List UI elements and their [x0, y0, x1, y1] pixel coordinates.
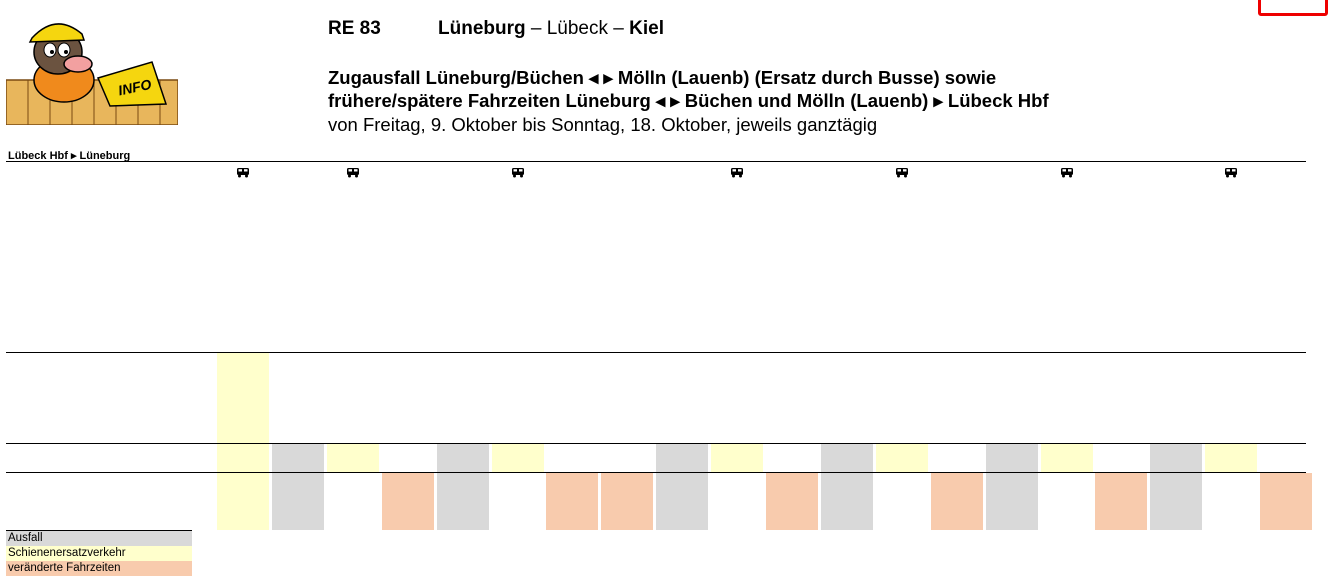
route-to: Kiel	[629, 18, 664, 39]
bus-icon	[511, 167, 525, 178]
changed-times-shade	[546, 473, 599, 530]
table-rule	[6, 472, 1306, 473]
mascot-info-label: INFO	[117, 76, 153, 99]
changed-times-shade	[601, 473, 654, 530]
bus-column-shade	[217, 352, 269, 530]
changed-times-shade	[381, 473, 434, 530]
notice-title-line2: frühere/spätere Fahrzeiten Lüneburg ◂ ▸ …	[328, 90, 1049, 111]
changed-times-shade	[1095, 473, 1148, 530]
cancelled-section-shade	[985, 444, 1038, 530]
bus-icon	[1224, 167, 1238, 178]
db-logo	[1258, 0, 1328, 16]
table-rule	[6, 161, 1306, 162]
legend-item: Schienenersatzverkehr	[6, 546, 192, 561]
legend-item: veränderte Fahrzeiten	[6, 561, 192, 576]
bus-replacement-shade	[326, 444, 379, 473]
cancelled-section-shade	[271, 444, 324, 530]
bus-replacement-shade	[1040, 444, 1093, 473]
direction-heading: Lübeck Hbf ▸ Lüneburg	[8, 150, 131, 162]
route-mid: – Lübeck –	[525, 18, 630, 39]
table-rule	[6, 530, 192, 531]
table-rule	[6, 352, 1306, 353]
changed-times-shade	[766, 473, 818, 530]
notice-subtitle: von Freitag, 9. Oktober bis Sonntag, 18.…	[328, 114, 878, 135]
notice-title: Zugausfall Lüneburg/Büchen ◂ ▸ Mölln (La…	[328, 66, 1049, 112]
bus-icon	[895, 167, 909, 178]
legend-item: Ausfall	[6, 531, 192, 546]
notice-title-line1: Zugausfall Lüneburg/Büchen ◂ ▸ Mölln (La…	[328, 67, 997, 88]
bus-replacement-shade	[875, 444, 928, 473]
route-header: RE 83 Lüneburg – Lübeck – Kiel	[328, 18, 664, 40]
bus-replacement-shade	[491, 444, 544, 473]
bus-replacement-shade	[711, 444, 764, 473]
changed-times-shade	[930, 473, 983, 530]
line-label: RE 83	[328, 18, 381, 39]
table-rule	[6, 443, 1306, 444]
bus-icon	[346, 167, 360, 178]
bus-icon	[236, 167, 250, 178]
cancelled-section-shade	[436, 444, 489, 530]
changed-times-shade	[1260, 473, 1313, 530]
bus-replacement-shade	[1205, 444, 1258, 473]
route-from: Lüneburg	[438, 18, 526, 39]
bus-icon	[1060, 167, 1074, 178]
cancelled-section-shade	[1150, 444, 1203, 530]
cancelled-section-shade	[656, 444, 709, 530]
cancelled-section-shade	[820, 444, 873, 530]
bus-icon	[730, 167, 744, 178]
mascot-mole-image: INFO	[6, 23, 178, 125]
